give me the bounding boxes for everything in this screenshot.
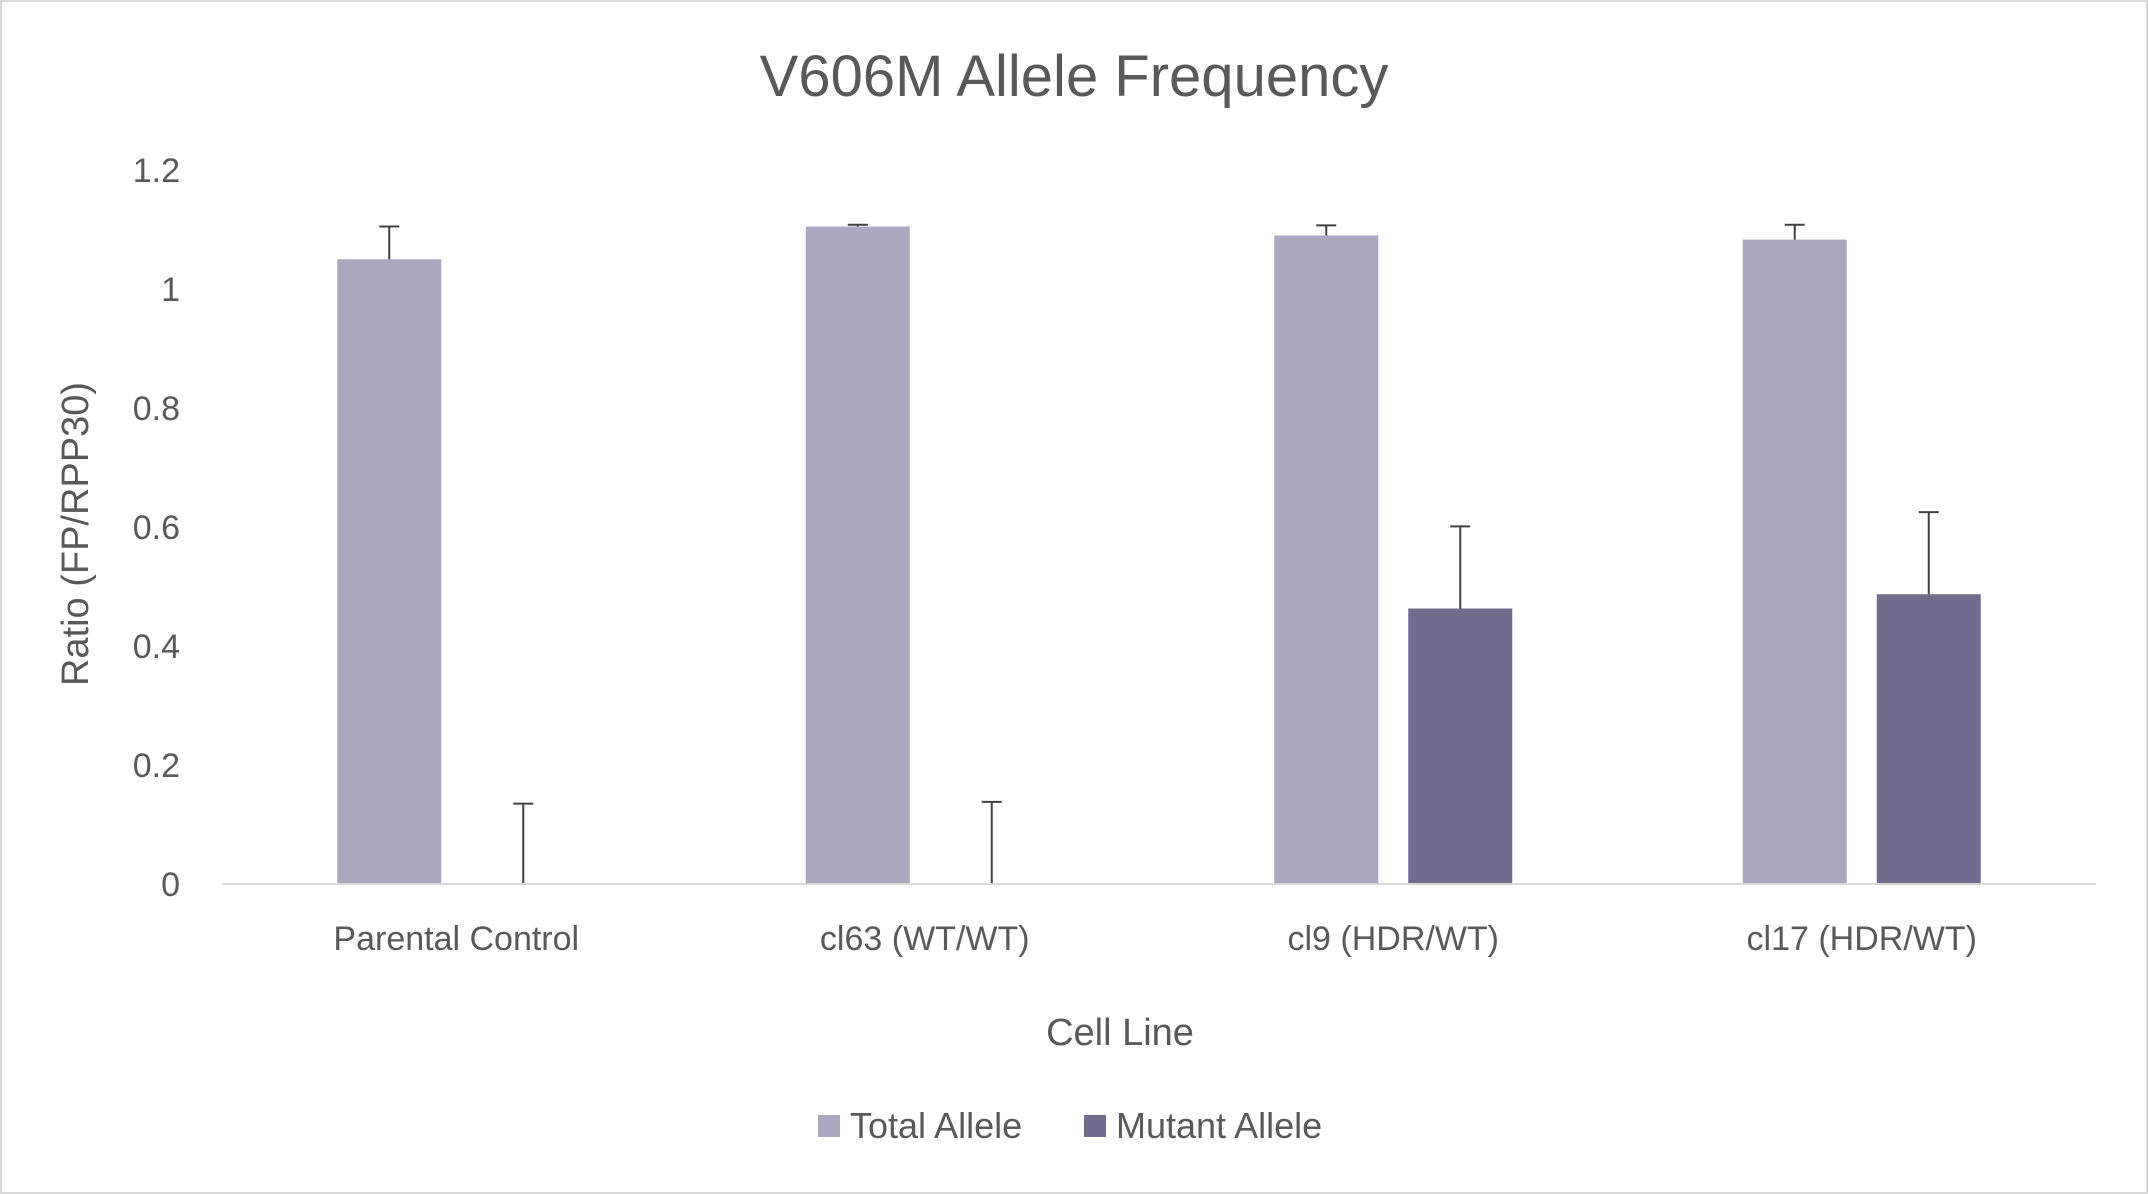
y-tick-label: 0.4 — [133, 628, 180, 666]
error-bar — [1784, 223, 1805, 240]
bar-mutant-allele — [1876, 594, 1981, 884]
error-bar — [847, 223, 868, 227]
legend-swatch — [1084, 1115, 1106, 1137]
legend: Total Allele Mutant Allele — [818, 1105, 1322, 1146]
y-axis-title: Ratio (FP/RPP30) — [55, 382, 97, 686]
x-tick-label: cl9 (HDR/WT) — [1287, 920, 1499, 958]
legend-swatch — [818, 1115, 840, 1137]
x-axis-ticks: Parental Control cl63 (WT/WT) cl9 (HDR/WT)… — [333, 920, 1977, 958]
legend-label: Mutant Allele — [1116, 1105, 1322, 1146]
y-tick-label: 0 — [161, 866, 180, 904]
error-bar — [379, 225, 400, 260]
error-bars — [379, 223, 1939, 884]
y-tick-label: 1 — [161, 271, 180, 309]
y-axis-ticks: 0 0.2 0.4 0.6 0.8 1 1.2 — [133, 152, 180, 904]
bar-total-allele — [337, 259, 442, 884]
error-bar — [1450, 525, 1471, 609]
bar-total-allele — [805, 226, 910, 884]
x-tick-label: cl17 (HDR/WT) — [1747, 920, 1977, 958]
bars — [337, 226, 1981, 885]
x-axis-title: Cell Line — [1046, 1012, 1194, 1054]
y-tick-label: 0.6 — [133, 509, 180, 547]
legend-label: Total Allele — [850, 1105, 1022, 1146]
y-tick-label: 1.2 — [133, 152, 180, 190]
error-bar — [513, 802, 534, 884]
x-tick-label: cl63 (WT/WT) — [820, 920, 1030, 958]
error-bar — [1918, 511, 1939, 595]
legend-item-total-allele: Total Allele — [818, 1105, 1022, 1146]
bar-total-allele — [1274, 235, 1379, 884]
error-bar — [981, 800, 1002, 884]
x-tick-label: Parental Control — [333, 920, 579, 958]
bar-total-allele — [1742, 239, 1847, 885]
legend-item-mutant-allele: Mutant Allele — [1084, 1105, 1322, 1146]
y-tick-label: 0.2 — [133, 747, 180, 785]
y-tick-label: 0.8 — [133, 390, 180, 428]
bar-mutant-allele — [1408, 608, 1513, 884]
error-bar — [1316, 224, 1337, 236]
chart-title: V606M Allele Frequency — [760, 44, 1389, 109]
